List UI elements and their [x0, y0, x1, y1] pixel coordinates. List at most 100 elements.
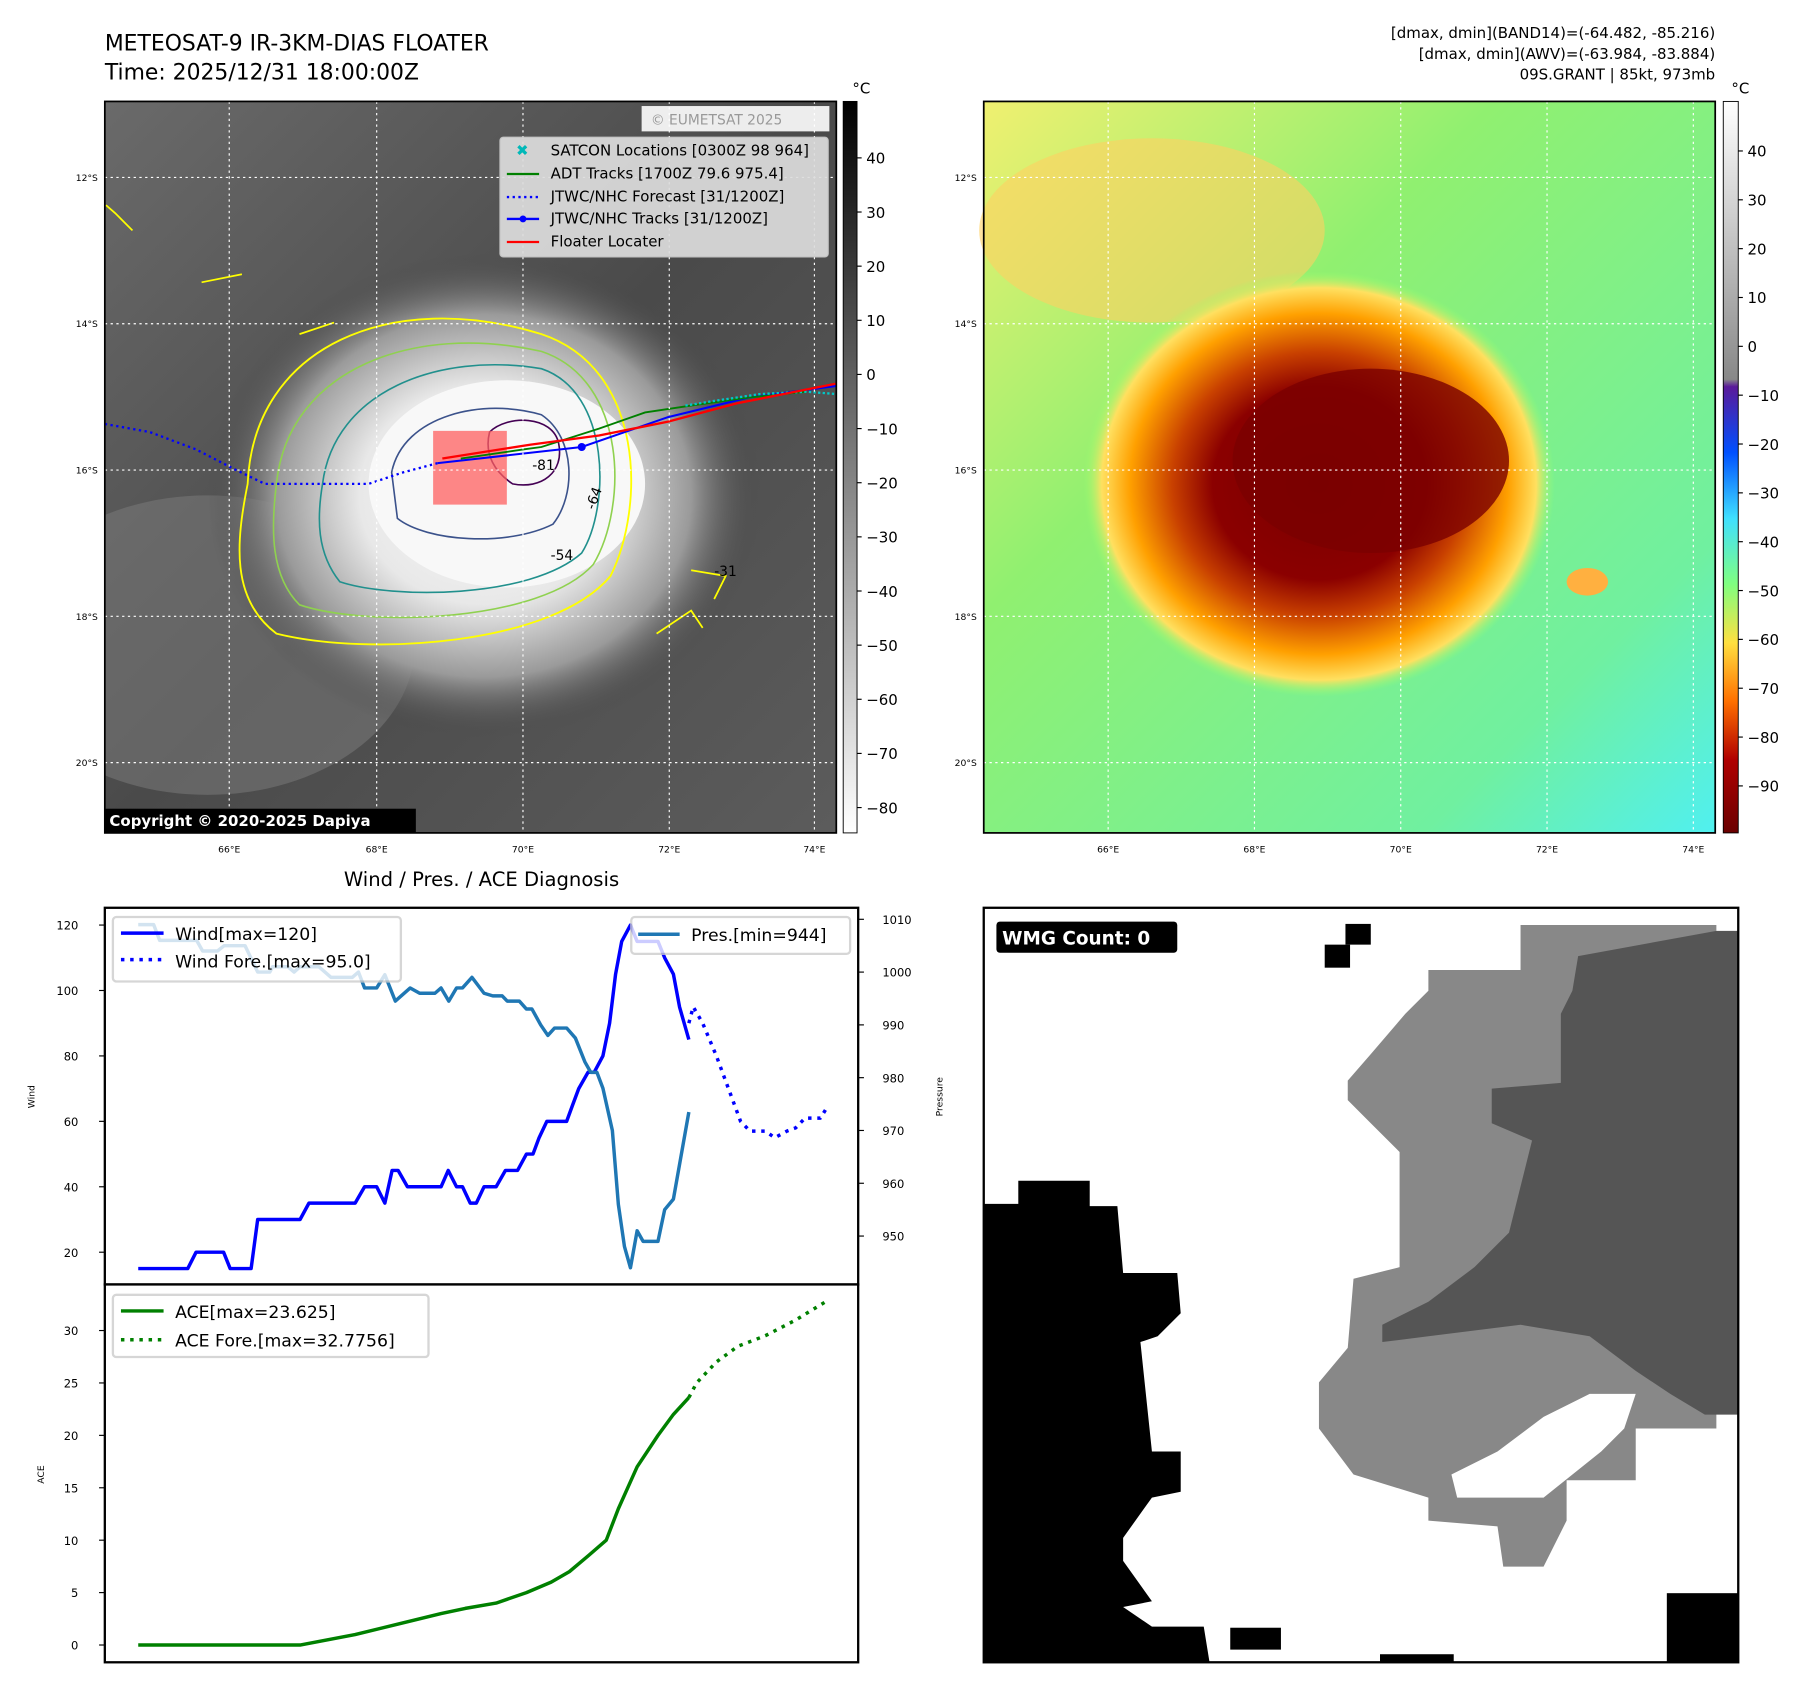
awv-map [979, 100, 1717, 834]
eumetsat-watermark: © EUMETSAT 2025 [651, 112, 783, 128]
wind-ytick-label: 20 [64, 1246, 79, 1260]
colorbar-tick-label: −20 [1747, 436, 1779, 454]
lon-label: 68°E [1243, 844, 1265, 855]
lon-label: 74°E [803, 844, 825, 855]
floater-locater-line [442, 382, 837, 460]
lat-label: 20°S [76, 758, 98, 769]
chart-title: Wind / Pres. / ACE Diagnosis [344, 868, 619, 891]
pressure-axis-label: Pressure [934, 1077, 945, 1117]
legend-adt: ADT Tracks [1700Z 79.6 975.4] [551, 165, 784, 183]
colorbar-tick-label: 30 [866, 204, 885, 222]
copyright-box [104, 808, 416, 833]
wmg-count-label: WMG Count: 0 [1002, 929, 1150, 950]
wmg-black-region [983, 1180, 1210, 1663]
pressure-ytick-label: 970 [882, 1124, 904, 1138]
colorbar-tick-label: −40 [866, 583, 898, 601]
colorbar-tick-label: −30 [866, 529, 898, 547]
pressure-ytick-label: 960 [882, 1177, 904, 1191]
colorbar-tick-label: 10 [866, 312, 885, 330]
wmg-dark-gray-region [1382, 930, 1739, 1415]
contour-yellow [238, 317, 633, 646]
watermark-box [641, 106, 830, 132]
chart-marks: 20 40 60 80 100 120 950 960 970 980 990 1000 1010 0 5 1… [56, 913, 911, 1653]
awv-colorbar [1722, 100, 1739, 834]
lat-label: 16°S [76, 466, 98, 477]
colorbar-tick-label: 40 [1747, 143, 1766, 161]
colorbar-tick-label: −50 [866, 637, 898, 655]
lon-label: 68°E [366, 844, 388, 855]
lat-label: 14°S [955, 319, 977, 330]
legend-jtwc-tracks: JTWC/NHC Tracks [31/1200Z] [550, 210, 768, 228]
colorbar-tick-label: −60 [1747, 631, 1779, 649]
series-ace [138, 1396, 691, 1647]
wind-ytick-label: 80 [64, 1050, 79, 1064]
colorbar-tick-label: −70 [866, 745, 898, 763]
awv-colorbar-unit: °C [1731, 79, 1749, 97]
storm-info: 09S.GRANT | 85kt, 973mb [1520, 66, 1716, 84]
colorbar-tick-label: 10 [1747, 289, 1766, 307]
ace-axis-label: ACE [36, 1465, 47, 1484]
pressure-ytick-label: 980 [882, 1071, 904, 1085]
awv-lon-labels: 66°E 68°E 70°E 72°E 74°E [1097, 844, 1704, 855]
colorbar-tick-label: −70 [1747, 680, 1779, 698]
lat-label: 20°S [955, 758, 977, 769]
jtwc-track-point [577, 442, 586, 452]
pressure-ytick-label: 1010 [882, 913, 911, 927]
awv-gridlines [983, 101, 1716, 833]
lat-label: 14°S [76, 319, 98, 330]
copyright-text: Copyright © 2020-2025 Dapiya [109, 812, 370, 830]
colorbar-tick-label: −10 [1747, 387, 1779, 405]
wind-legend: Wind[max=120] Wind Fore.[max=95.0] [111, 915, 403, 983]
lon-label: 70°E [512, 844, 534, 855]
awv-colorbar-ticks: 40 30 20 10 0 −10 −20 −30 −40 −50 −60 −70 −80 −90 [1738, 143, 1779, 796]
series-wind [138, 923, 691, 1271]
contour-label: -54 [551, 548, 574, 564]
contour-teal [318, 364, 601, 594]
stats-awv: [dmax, dmin](AWV)=(-63.984, -83.884) [1419, 45, 1715, 63]
colorbar-tick-label: −60 [866, 691, 898, 709]
colorbar-tick-label: −20 [866, 474, 898, 492]
wind-axis-label: Wind [27, 1085, 38, 1108]
pressure-legend: Pres.[min=944] [630, 915, 852, 956]
contour-label: -64 [583, 485, 606, 512]
colorbar-tick-label: −50 [1747, 582, 1779, 600]
wind-ytick-label: 60 [64, 1115, 79, 1129]
colorbar-tick-label: −40 [1747, 533, 1779, 551]
contour-fragments [105, 204, 728, 635]
ir-lat-labels: 12°S 14°S 16°S 18°S 20°S [76, 173, 98, 769]
ir-colorbar [842, 100, 858, 834]
contour-label: -81 [532, 458, 555, 474]
wmg-count-badge [996, 921, 1178, 953]
legend-wind: Wind[max=120] [175, 925, 317, 945]
colorbar-tick-label: −80 [866, 799, 898, 817]
ace-ytick-label: 0 [71, 1639, 78, 1653]
colorbar-tick-label: 40 [866, 150, 885, 168]
lon-label: 70°E [1390, 844, 1412, 855]
adt-track-line [460, 390, 807, 460]
colorbar-tick-label: −10 [866, 420, 898, 438]
pressure-ytick-label: 950 [882, 1230, 904, 1244]
ace-ytick-label: 25 [64, 1377, 79, 1391]
legend-wind-forecast: Wind Fore.[max=95.0] [175, 953, 371, 973]
colorbar-tick-label: 20 [866, 258, 885, 276]
legend-pressure: Pres.[min=944] [691, 926, 826, 946]
contour-blue [390, 407, 570, 540]
lon-label: 72°E [1536, 844, 1558, 855]
pressure-ytick-label: 1000 [882, 966, 911, 980]
satcon-marker-icon: ✖ [516, 142, 529, 160]
lat-label: 12°S [76, 173, 98, 184]
lon-label: 72°E [658, 844, 680, 855]
legend-ace-forecast: ACE Fore.[max=32.7756] [175, 1332, 395, 1352]
colorbar-tick-label: 20 [1747, 240, 1766, 258]
ace-ytick-label: 10 [64, 1534, 79, 1548]
ace-ytick-label: 15 [64, 1481, 79, 1495]
figure-title: METEOSAT-9 IR-3KM-DIAS FLOATER [105, 32, 489, 57]
legend-jtwc-forecast: JTWC/NHC Forecast [31/1200Z] [550, 188, 785, 206]
wind-ytick-label: 40 [64, 1180, 79, 1194]
pressure-ytick-label: 990 [882, 1018, 904, 1032]
legend-ace: ACE[max=23.625] [175, 1303, 335, 1323]
lon-label: 74°E [1682, 844, 1704, 855]
contour-green [272, 342, 616, 619]
wind-ytick-label: 120 [56, 919, 78, 933]
